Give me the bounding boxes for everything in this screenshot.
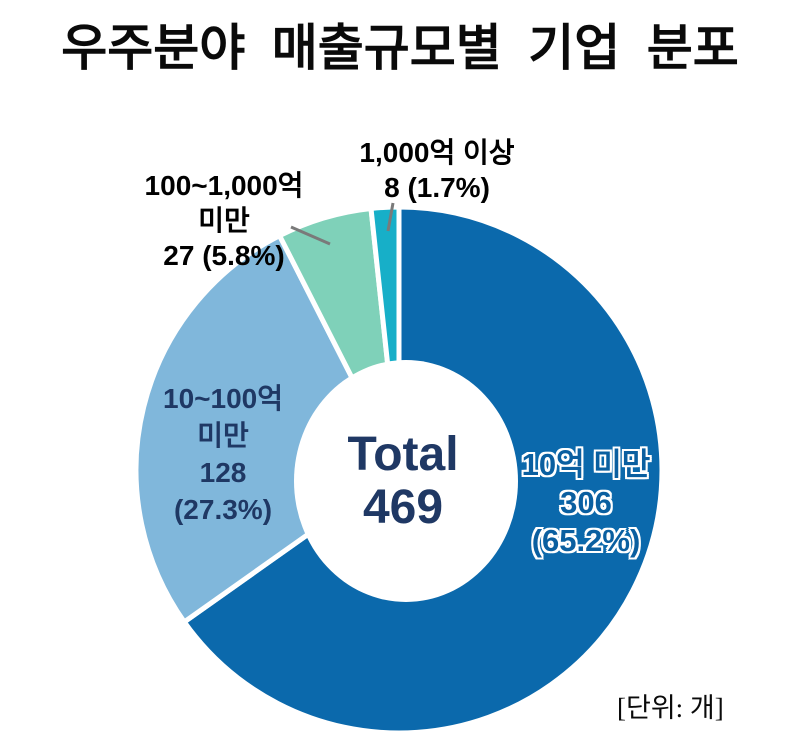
label-line: 미만 <box>197 420 249 451</box>
label-100-1000: 100~1,000억 미만 27 (5.8%) <box>145 168 304 273</box>
label-over-1000: 1,000억 이상 8 (1.7%) <box>359 135 514 205</box>
label-line: (65.2%) <box>531 523 641 558</box>
total-block: Total 469 <box>347 428 458 534</box>
label-line: 27 (5.8%) <box>163 240 285 271</box>
label-line: 8 (1.7%) <box>384 172 490 203</box>
label-line: 1,000억 이상 <box>359 137 515 168</box>
total-value: 469 <box>362 481 444 534</box>
label-line: 100~1,000억 <box>144 170 304 201</box>
donut-hole <box>294 360 518 602</box>
label-under-10: 10억 미만 306 (65.2%) <box>522 446 651 560</box>
label-line: 306 <box>560 485 612 520</box>
label-10-100: 10~100억 미만 128 (27.3%) <box>163 380 283 528</box>
leader-line-100-1000 <box>290 225 331 246</box>
total-label: Total <box>347 428 459 481</box>
leader-line-over-1000 <box>386 202 395 232</box>
label-line: 미만 <box>198 205 250 236</box>
label-line: 10억 미만 <box>521 447 651 482</box>
label-line: (27.3%) <box>173 494 273 525</box>
label-line: 128 <box>199 457 247 488</box>
unit-note: [단위: 개] <box>617 693 724 723</box>
label-line: 10~100억 <box>163 383 283 414</box>
chart-title: 우주분야 매출규모별 기업 분포 <box>61 20 739 76</box>
slice-10-100 <box>133 233 402 625</box>
